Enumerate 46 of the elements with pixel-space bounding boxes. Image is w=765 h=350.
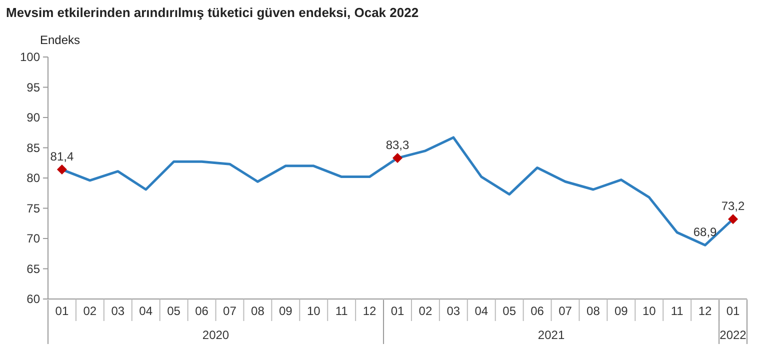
x-tick-label: 03 bbox=[446, 304, 460, 318]
y-tick-label: 70 bbox=[26, 232, 40, 246]
x-tick-label: 08 bbox=[586, 304, 600, 318]
x-tick-label: 11 bbox=[335, 304, 348, 318]
x-tick-label: 03 bbox=[111, 304, 125, 318]
data-label: 68,9 bbox=[693, 225, 718, 240]
y-tick-label: 65 bbox=[26, 262, 40, 276]
x-tick-label: 08 bbox=[251, 304, 265, 318]
x-tick-label: 05 bbox=[167, 304, 181, 318]
x-tick-label: 02 bbox=[83, 304, 97, 318]
y-tick-label: 80 bbox=[26, 171, 40, 185]
x-tick-label: 01 bbox=[55, 304, 69, 318]
text: 2022 bbox=[720, 328, 747, 342]
data-label: 83,3 bbox=[386, 138, 410, 152]
x-tick-label: 09 bbox=[614, 304, 628, 318]
y-tick-label: 75 bbox=[26, 201, 40, 216]
data-label: 73,2 bbox=[721, 199, 746, 214]
x-tick-label: 06 bbox=[530, 304, 544, 318]
point bbox=[56, 164, 67, 175]
y-tick-label: 90 bbox=[26, 110, 40, 124]
y-tick-label: 95 bbox=[26, 80, 40, 94]
x-tick-label: 11 bbox=[670, 304, 684, 318]
x-tick-label: 06 bbox=[195, 304, 209, 318]
x-tick-label: 04 bbox=[474, 304, 488, 318]
x-tick-label: 12 bbox=[698, 304, 712, 318]
x-tick-label: 09 bbox=[278, 304, 293, 318]
x-tick-label: 01 bbox=[390, 304, 404, 318]
x-tick-label: 10 bbox=[306, 304, 321, 318]
text: 2021 bbox=[538, 328, 565, 342]
x-tick-label: 10 bbox=[642, 304, 656, 318]
x-tick-label: 02 bbox=[418, 304, 432, 318]
text: 2020 bbox=[202, 328, 230, 342]
x-tick-label: 12 bbox=[362, 304, 377, 318]
point bbox=[728, 214, 738, 224]
y-tick-label: 60 bbox=[26, 292, 40, 306]
x-tick-label: 05 bbox=[502, 304, 516, 318]
x-tick-label: 04 bbox=[139, 304, 153, 318]
chart-title: Mevsim etkilerinden arındırılmış tüketici güven endeksi, Ocak 2022 bbox=[6, 5, 419, 20]
y-tick-label: 100 bbox=[20, 50, 40, 64]
x-tick-label: 01 bbox=[726, 304, 740, 318]
data-label: 81,4 bbox=[50, 150, 74, 164]
y-axis-title: Endeks bbox=[40, 33, 80, 47]
x-tick-label: 07 bbox=[223, 304, 237, 318]
y-tick-label: 85 bbox=[26, 140, 40, 155]
point bbox=[392, 153, 402, 164]
x-tick-label: 07 bbox=[558, 304, 572, 318]
